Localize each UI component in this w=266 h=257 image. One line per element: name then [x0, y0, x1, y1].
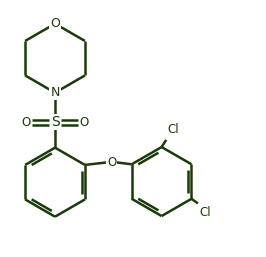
Text: Cl: Cl: [167, 123, 179, 136]
Text: S: S: [51, 115, 59, 129]
Text: O: O: [80, 116, 89, 128]
Text: Cl: Cl: [200, 206, 211, 219]
Text: N: N: [50, 86, 60, 99]
Text: O: O: [50, 17, 60, 30]
Text: O: O: [107, 156, 117, 169]
Text: O: O: [21, 116, 30, 128]
